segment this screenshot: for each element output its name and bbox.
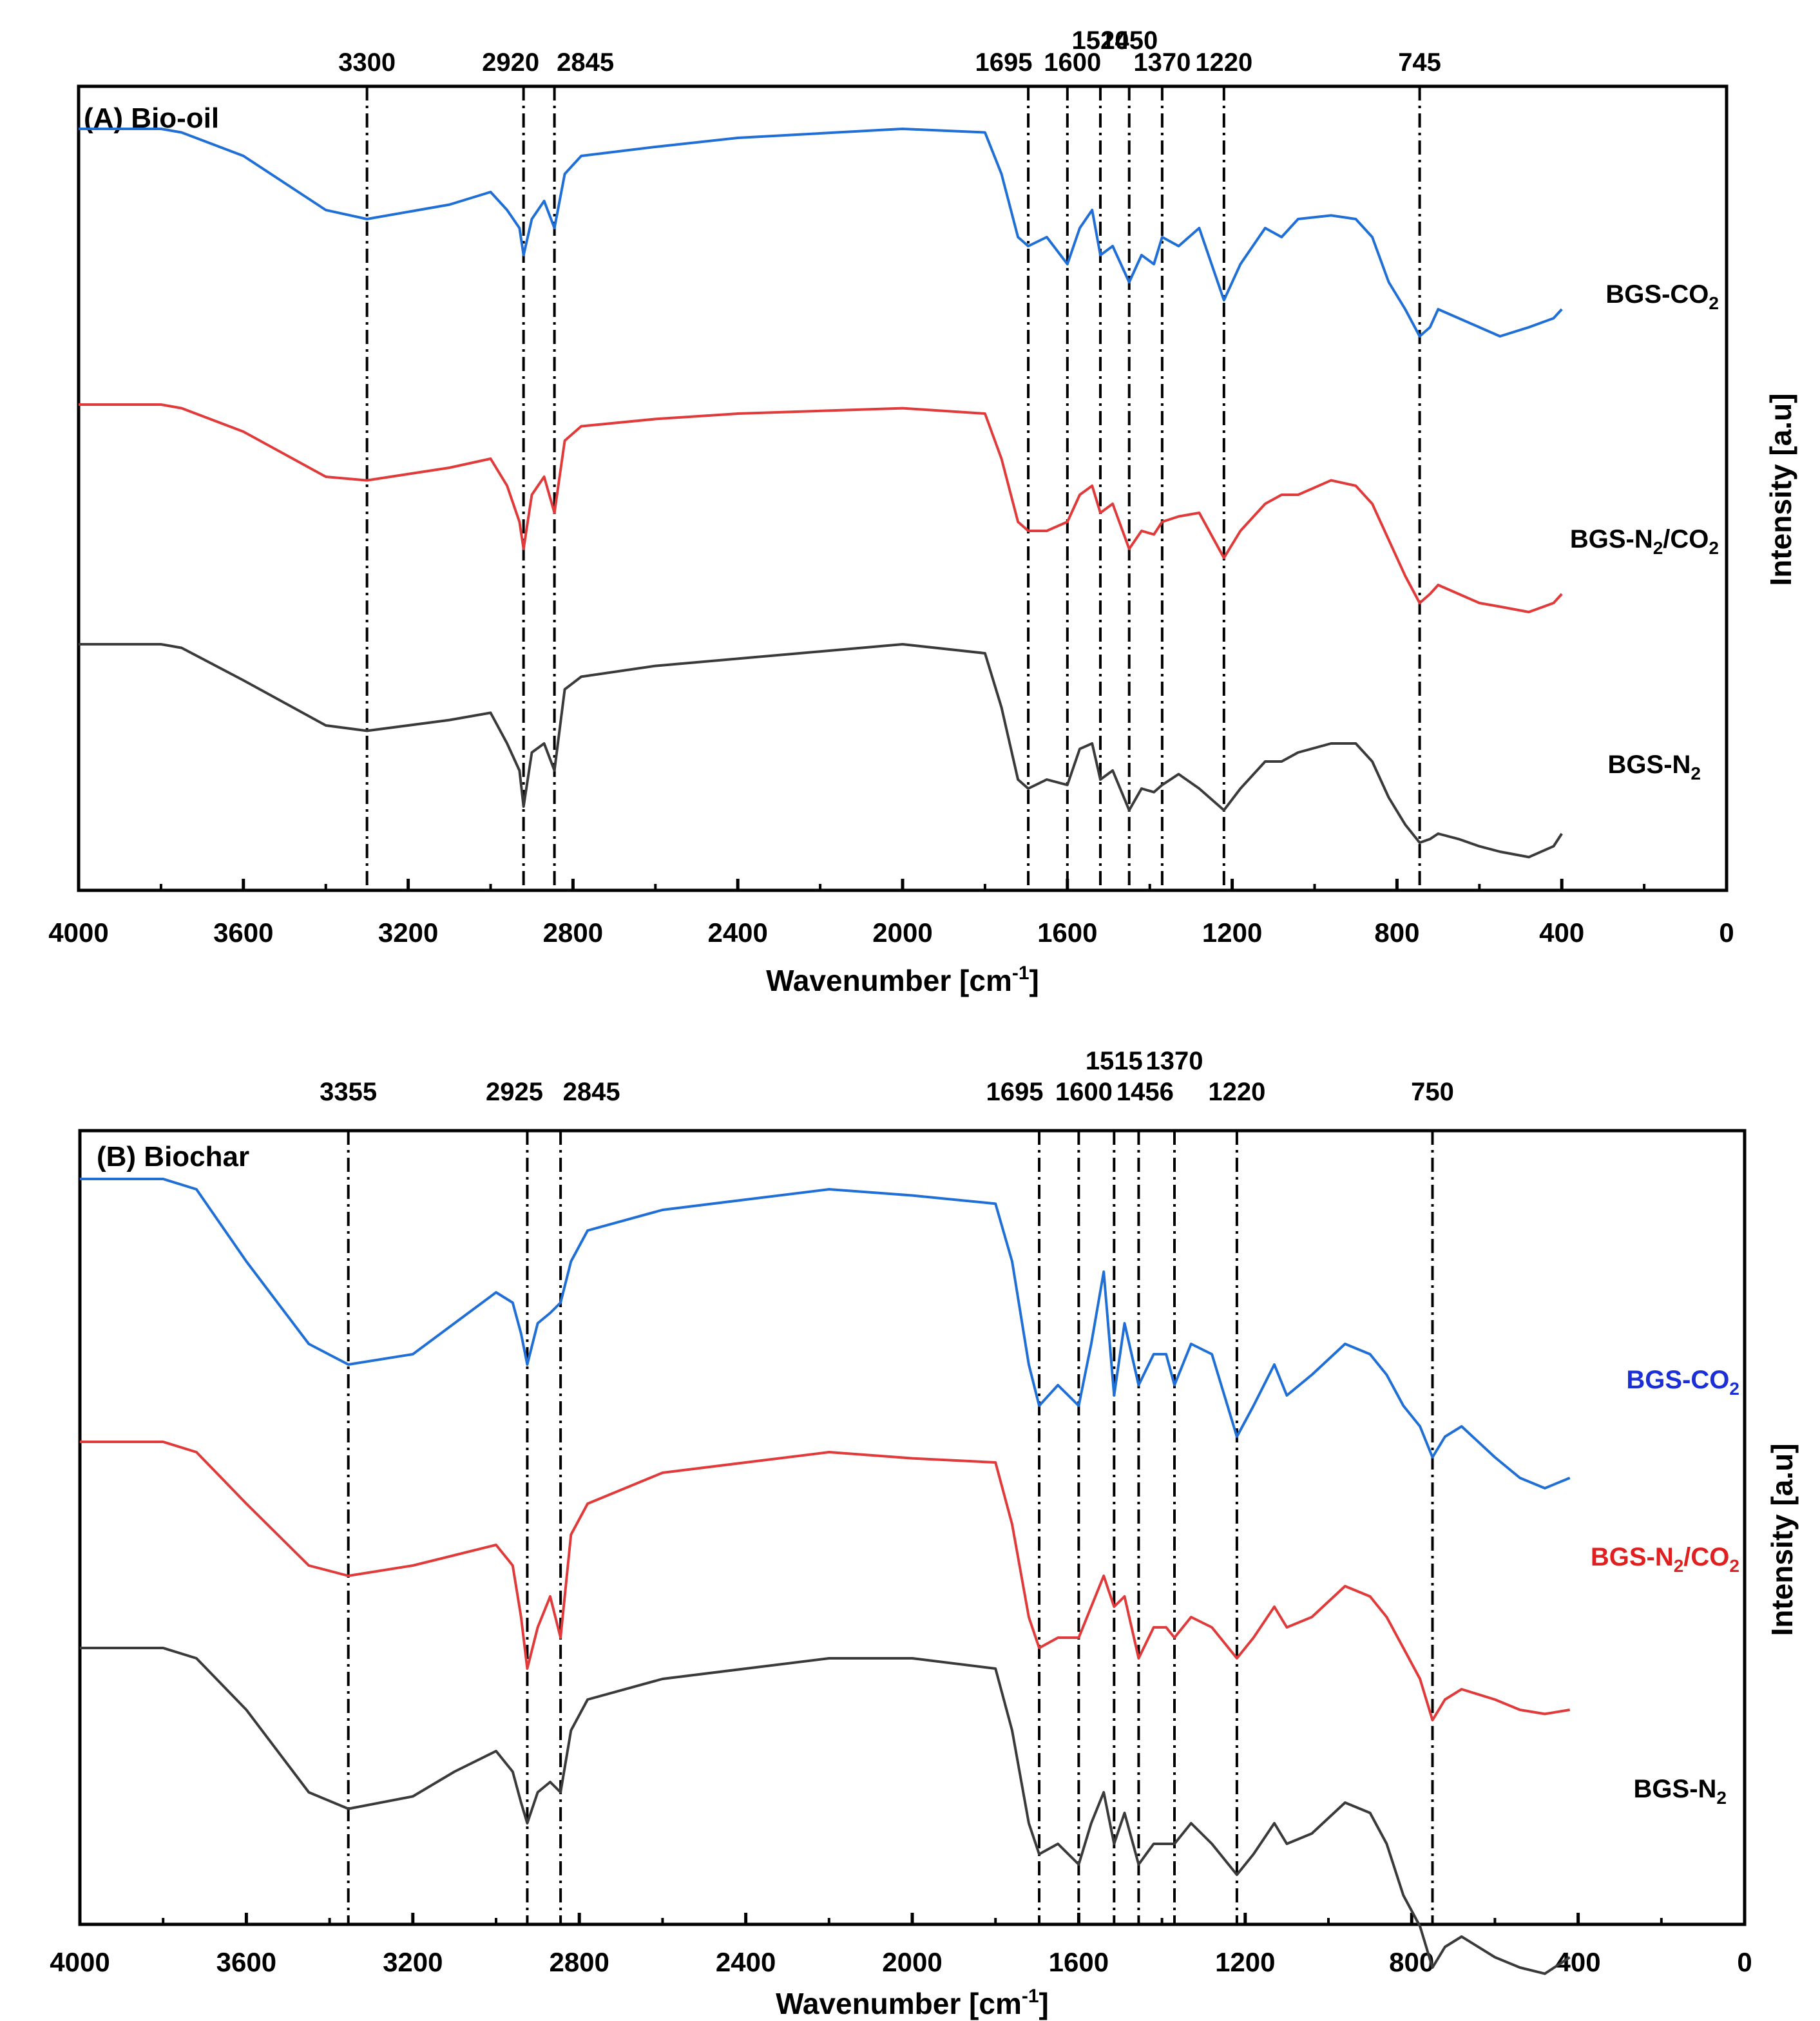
x-axis-label: Wavenumber [cm-1] bbox=[776, 1986, 1049, 2020]
peak-label: 1370 bbox=[1145, 1047, 1203, 1075]
x-tick-label: 800 bbox=[1374, 917, 1419, 948]
x-tick-label: 0 bbox=[1737, 1947, 1752, 1977]
spectrum-line bbox=[79, 128, 1563, 338]
x-tick-label: 3200 bbox=[378, 917, 438, 948]
panel-biochar: 4000 3600 3200 2800 2400 2000 1600 1200 800 400 0W… bbox=[50, 1047, 1799, 2020]
series-label: BGS-N2 bbox=[1608, 751, 1701, 783]
peak-label: 1220 bbox=[1208, 1078, 1265, 1106]
y-axis-label: Intensity [a.u] bbox=[1765, 1443, 1799, 1636]
spectrum-line bbox=[80, 1441, 1571, 1721]
peak-label: 2920 bbox=[482, 48, 539, 77]
spectrum-line bbox=[79, 403, 1563, 613]
x-tick-label: 2400 bbox=[707, 917, 767, 948]
peak-label: 1695 bbox=[975, 48, 1033, 77]
series-label: BGS-CO2 bbox=[1626, 1366, 1739, 1399]
peak-label: 1370 bbox=[1133, 48, 1191, 77]
peak-label: 3300 bbox=[338, 48, 396, 77]
peak-label: 1450 bbox=[1100, 26, 1158, 55]
peak-label: 1600 bbox=[1055, 1078, 1113, 1106]
x-tick-label: 4000 bbox=[50, 1947, 110, 1977]
spectrum-line bbox=[79, 643, 1563, 859]
peak-label: 2925 bbox=[486, 1078, 543, 1106]
x-tick-label: 4000 bbox=[48, 917, 108, 948]
x-axis-label: Wavenumber [cm-1] bbox=[766, 963, 1039, 997]
plot-frame bbox=[78, 1129, 1747, 1926]
x-tick-label: 400 bbox=[1539, 917, 1584, 948]
x-tick-label: 2800 bbox=[549, 1947, 609, 1977]
peak-label: 1520 bbox=[1071, 26, 1129, 55]
x-tick-label: 0 bbox=[1719, 917, 1734, 948]
peak-label: 1600 bbox=[1044, 48, 1101, 77]
series-label: BGS-N2/CO2 bbox=[1570, 525, 1719, 558]
x-tick-label: 3600 bbox=[213, 917, 273, 948]
series-label: BGS-CO2 bbox=[1605, 280, 1719, 313]
x-tick-label: 2000 bbox=[872, 917, 932, 948]
y-axis-label: Intensity [a.u] bbox=[1764, 393, 1797, 586]
x-tick-label: 2000 bbox=[882, 1947, 942, 1977]
peak-label: 1515 bbox=[1086, 1047, 1143, 1075]
peak-label: 1695 bbox=[986, 1078, 1044, 1106]
series-label: BGS-N2 bbox=[1634, 1775, 1727, 1808]
peak-label: 1220 bbox=[1195, 48, 1252, 77]
x-tick-label: 1600 bbox=[1049, 1947, 1109, 1977]
peak-label: 750 bbox=[1411, 1078, 1454, 1106]
spectrum-line bbox=[80, 1647, 1571, 1975]
x-tick-label: 2800 bbox=[543, 917, 603, 948]
x-tick-label: 3600 bbox=[216, 1947, 276, 1977]
x-tick-label: 1600 bbox=[1037, 917, 1097, 948]
x-tick-label: 2400 bbox=[716, 1947, 776, 1977]
x-tick-label: 1200 bbox=[1215, 1947, 1275, 1977]
peak-label: 745 bbox=[1398, 48, 1441, 77]
panel-title: (B) Biochar bbox=[97, 1141, 249, 1173]
peak-label: 2845 bbox=[557, 48, 614, 77]
peak-label: 3355 bbox=[320, 1078, 377, 1106]
plot-frame bbox=[77, 84, 1729, 892]
series-label: BGS-N2/CO2 bbox=[1591, 1543, 1739, 1576]
x-tick-label: 3200 bbox=[383, 1947, 443, 1977]
spectrum-line bbox=[80, 1178, 1571, 1489]
peak-label: 2845 bbox=[563, 1078, 620, 1106]
x-tick-label: 1200 bbox=[1202, 917, 1262, 948]
peak-label: 1456 bbox=[1116, 1078, 1174, 1106]
panel-bio-oil: 4000 3600 3200 2800 2400 2000 1600 1200 800 400 0W… bbox=[48, 26, 1797, 997]
